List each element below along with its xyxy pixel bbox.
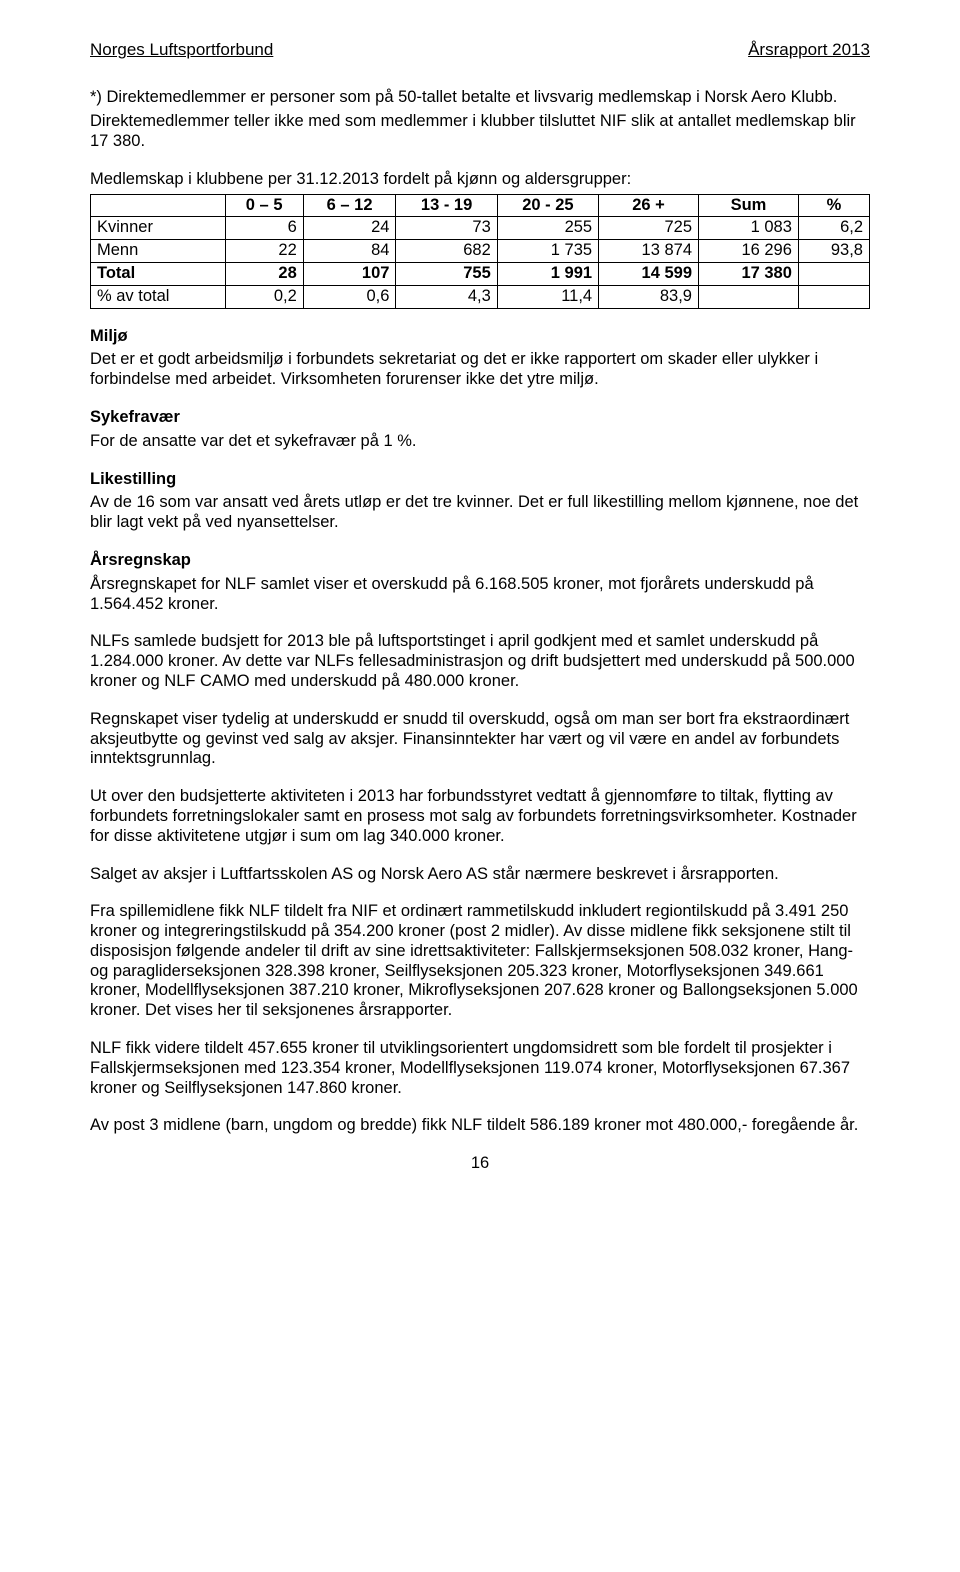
table-cell-label: Menn — [91, 240, 226, 263]
table-cell — [699, 285, 799, 308]
paragraph-utover: Ut over den budsjetterte aktiviteten i 2… — [90, 787, 870, 846]
table-cell: 11,4 — [497, 285, 598, 308]
table-cell: 73 — [396, 217, 497, 240]
table-cell: 1 991 — [497, 262, 598, 285]
table-lead: Medlemskap i klubbene per 31.12.2013 for… — [90, 170, 870, 190]
table-row: Total281077551 99114 59917 380 — [91, 262, 870, 285]
paragraph-likestilling: Av de 16 som var ansatt ved årets utløp … — [90, 493, 870, 533]
table-cell: 255 — [497, 217, 598, 240]
table-cell: 22 — [225, 240, 303, 263]
table-cell: 13 874 — [599, 240, 699, 263]
table-cell: 6 — [225, 217, 303, 240]
table-cell: 725 — [599, 217, 699, 240]
paragraph-salget: Salget av aksjer i Luftfartsskolen AS og… — [90, 865, 870, 885]
membership-table: 0 – 5 6 – 12 13 - 19 20 - 25 26 + Sum % … — [90, 194, 870, 309]
table-row: Kvinner624732557251 0836,2 — [91, 217, 870, 240]
col-h-2: 6 – 12 — [303, 194, 396, 217]
paragraph-spillemidler: Fra spillemidlene fikk NLF tildelt fra N… — [90, 902, 870, 1021]
table-cell: 84 — [303, 240, 396, 263]
col-h-3: 13 - 19 — [396, 194, 497, 217]
table-cell: 28 — [225, 262, 303, 285]
heading-arsregnskap: Årsregnskap — [90, 551, 870, 571]
col-h-7: % — [798, 194, 869, 217]
table-cell: 6,2 — [798, 217, 869, 240]
header-left: Norges Luftsportforbund — [90, 40, 273, 60]
col-h-1: 0 – 5 — [225, 194, 303, 217]
table-cell: 4,3 — [396, 285, 497, 308]
table-cell: 16 296 — [699, 240, 799, 263]
paragraph-nlf-fikk: NLF fikk videre tildelt 457.655 kroner t… — [90, 1039, 870, 1098]
col-h-6: Sum — [699, 194, 799, 217]
table-cell-label: Total — [91, 262, 226, 285]
table-cell: 14 599 — [599, 262, 699, 285]
table-row: % av total0,20,64,311,483,9 — [91, 285, 870, 308]
paragraph-intro-1: *) Direktemedlemmer er personer som på 5… — [90, 88, 870, 108]
paragraph-regnskap: Regnskapet viser tydelig at underskudd e… — [90, 710, 870, 769]
heading-likestilling: Likestilling — [90, 470, 870, 490]
heading-miljo: Miljø — [90, 327, 870, 347]
col-h-4: 20 - 25 — [497, 194, 598, 217]
table-cell: 93,8 — [798, 240, 869, 263]
table-row: Menn22846821 73513 87416 29693,8 — [91, 240, 870, 263]
table-cell: 755 — [396, 262, 497, 285]
col-h-0 — [91, 194, 226, 217]
table-cell: 83,9 — [599, 285, 699, 308]
table-cell: 17 380 — [699, 262, 799, 285]
table-cell: 24 — [303, 217, 396, 240]
col-h-5: 26 + — [599, 194, 699, 217]
paragraph-sykefravaer: For de ansatte var det et sykefravær på … — [90, 432, 870, 452]
paragraph-intro-2: Direktemedlemmer teller ikke med som med… — [90, 112, 870, 152]
page-number: 16 — [90, 1154, 870, 1174]
table-cell — [798, 262, 869, 285]
heading-sykefravaer: Sykefravær — [90, 408, 870, 428]
table-cell — [798, 285, 869, 308]
table-cell: 0,6 — [303, 285, 396, 308]
table-cell: 1 083 — [699, 217, 799, 240]
table-cell-label: Kvinner — [91, 217, 226, 240]
table-cell: 1 735 — [497, 240, 598, 263]
document-page: Norges Luftsportforbund Årsrapport 2013 … — [0, 0, 960, 1214]
paragraph-arsregnskap: Årsregnskapet for NLF samlet viser et ov… — [90, 575, 870, 615]
table-cell: 682 — [396, 240, 497, 263]
paragraph-miljo: Det er et godt arbeidsmiljø i forbundets… — [90, 350, 870, 390]
header-right: Årsrapport 2013 — [748, 40, 870, 60]
table-cell-label: % av total — [91, 285, 226, 308]
table-header-row: 0 – 5 6 – 12 13 - 19 20 - 25 26 + Sum % — [91, 194, 870, 217]
paragraph-budget: NLFs samlede budsjett for 2013 ble på lu… — [90, 632, 870, 691]
table-cell: 107 — [303, 262, 396, 285]
paragraph-post3: Av post 3 midlene (barn, ungdom og bredd… — [90, 1116, 870, 1136]
page-header: Norges Luftsportforbund Årsrapport 2013 — [90, 40, 870, 60]
table-cell: 0,2 — [225, 285, 303, 308]
